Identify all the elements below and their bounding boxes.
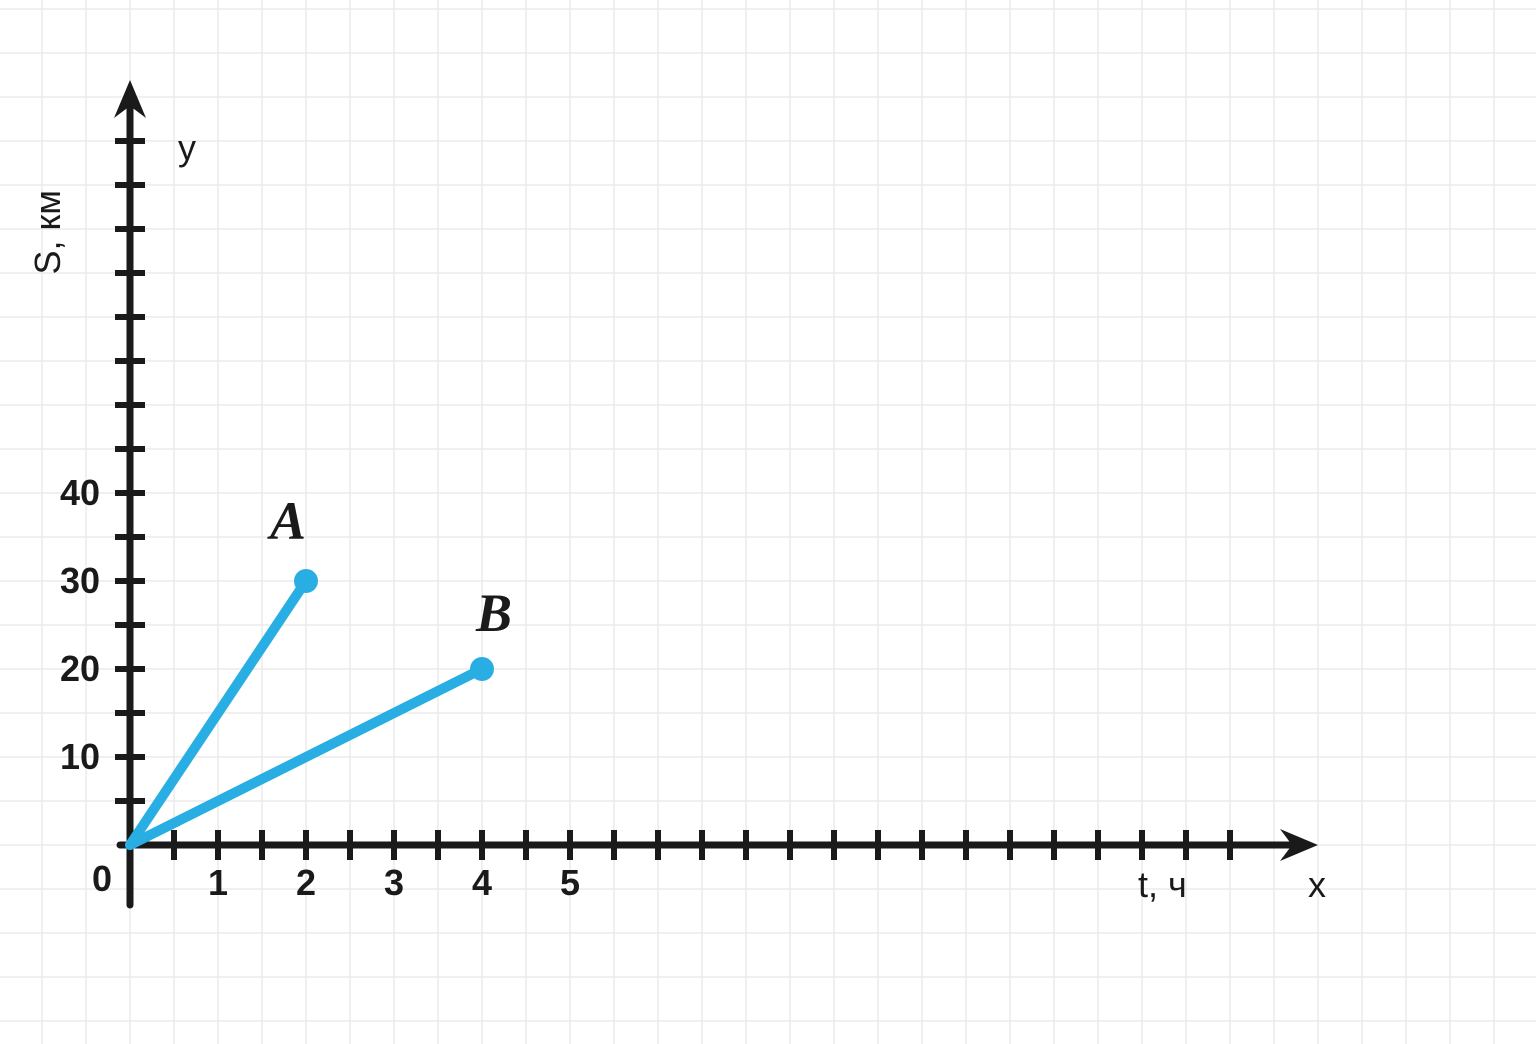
series-group: AB (130, 491, 512, 845)
y-tick-label: 10 (60, 736, 100, 777)
x-tick-label: 2 (296, 862, 316, 903)
y-axis-label: y (178, 127, 196, 168)
series-point-A (294, 569, 318, 593)
y-tick-label: 20 (60, 648, 100, 689)
y-tick-label: 40 (60, 472, 100, 513)
axis-tick-labels: 1 2 3 4 5 10 20 30 40 0 y S, км x t, ч (27, 127, 1326, 905)
x-axis-label: x (1308, 864, 1326, 905)
x-axis-secondary-label: t, ч (1138, 864, 1187, 905)
x-tick-label: 3 (384, 862, 404, 903)
chart-svg: 12345102030400yS, кмxt, чAB (0, 0, 1536, 1044)
y-tick-label: 30 (60, 560, 100, 601)
series-label-A: A (267, 491, 306, 551)
x-tick-label: 1 (208, 862, 228, 903)
background-grid (0, 0, 1536, 1044)
x-tick-label: 4 (472, 862, 492, 903)
x-tick-label: 5 (560, 862, 580, 903)
series-point-B (470, 657, 494, 681)
origin-label: 0 (92, 858, 112, 899)
series-label-B: B (475, 583, 512, 643)
y-axis-secondary-label: S, км (27, 190, 68, 275)
